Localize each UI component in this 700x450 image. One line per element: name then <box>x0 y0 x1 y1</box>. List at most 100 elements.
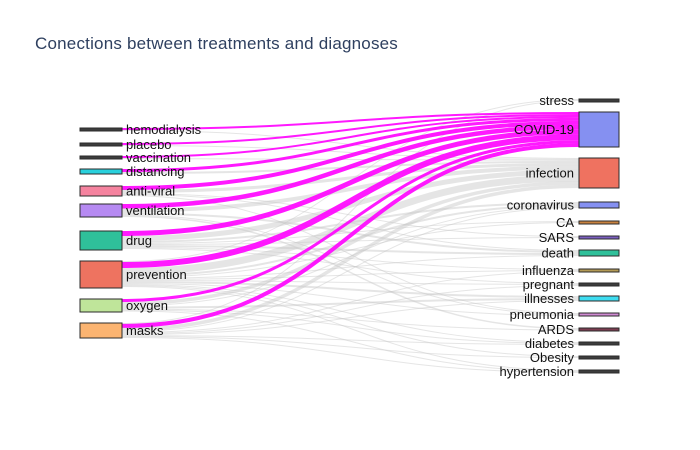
sankey-node-label-diabetes: diabetes <box>525 336 575 351</box>
link-oxygen-hypertension[interactable] <box>121 310 580 372</box>
link-masks-coronavirus[interactable] <box>121 207 580 333</box>
link-masks-illnesses[interactable] <box>121 300 580 336</box>
sankey-node-pregnant[interactable] <box>578 282 620 287</box>
link-anti-viral-infection[interactable] <box>121 162 580 193</box>
link-anti-viral-covid-19[interactable] <box>121 120 580 190</box>
link-masks-diabetes[interactable] <box>121 335 580 345</box>
sankey-node-label-placebo: placebo <box>126 137 172 152</box>
link-oxygen-illnesses[interactable] <box>121 298 580 309</box>
link-masks-obesity[interactable] <box>121 336 580 358</box>
sankey-node-label-prevention: prevention <box>126 267 187 282</box>
link-anti-viral-sars[interactable] <box>121 193 580 237</box>
link-masks-hypertension[interactable] <box>121 337 580 373</box>
sankey-node-label-oxygen: oxygen <box>126 298 168 313</box>
sankey-node-label-ca: CA <box>556 215 574 230</box>
sankey-node-illnesses[interactable] <box>578 295 620 302</box>
link-drug-infection[interactable] <box>121 169 580 241</box>
sankey-node-pneumonia[interactable] <box>578 312 620 317</box>
link-vaccination-covid-19[interactable] <box>121 115 580 158</box>
sankey-node-placebo[interactable] <box>79 142 123 147</box>
sankey-node-label-stress: stress <box>539 93 574 108</box>
link-masks-stress[interactable] <box>121 100 580 324</box>
sankey-node-infection[interactable] <box>578 157 620 189</box>
sankey-node-hemodialysis[interactable] <box>79 127 123 132</box>
link-prevention-death[interactable] <box>121 255 580 279</box>
sankey-node-death[interactable] <box>578 249 620 257</box>
link-ventilation-ards[interactable] <box>121 215 580 330</box>
sankey-node-ventilation[interactable] <box>79 203 123 218</box>
link-drug-ca[interactable] <box>121 221 580 244</box>
link-drug-pregnant[interactable] <box>121 248 580 284</box>
link-placebo-covid-19[interactable] <box>121 113 580 145</box>
sankey-node-obesity[interactable] <box>578 355 620 360</box>
link-oxygen-coronavirus[interactable] <box>121 206 580 307</box>
link-drug-covid-19[interactable] <box>121 129 580 236</box>
sankey-node-prevention[interactable] <box>79 260 123 289</box>
link-placebo-infection[interactable] <box>121 145 580 160</box>
link-ventilation-pneumonia[interactable] <box>121 214 580 315</box>
link-oxygen-infection[interactable] <box>121 181 580 306</box>
sankey-node-label-vaccination: vaccination <box>126 150 191 165</box>
sankey-node-vaccination[interactable] <box>79 155 123 160</box>
sankey-node-oxygen[interactable] <box>79 298 123 313</box>
sankey-node-label-drug: drug <box>126 233 152 248</box>
link-oxygen-covid-19[interactable] <box>121 140 580 302</box>
link-drug-death[interactable] <box>121 245 580 255</box>
link-ventilation-death[interactable] <box>121 212 580 253</box>
link-prevention-obesity[interactable] <box>121 285 580 357</box>
link-oxygen-diabetes[interactable] <box>121 309 580 344</box>
sankey-node-label-pregnant: pregnant <box>523 277 575 292</box>
link-drug-influenza[interactable] <box>121 247 580 270</box>
link-prevention-pneumonia[interactable] <box>121 283 580 316</box>
sankey-node-influenza[interactable] <box>578 268 620 273</box>
sankey-node-covid-19[interactable] <box>578 111 620 148</box>
sankey-node-label-hemodialysis: hemodialysis <box>126 122 202 137</box>
link-prevention-covid-19[interactable] <box>121 134 580 268</box>
sankey-node-label-covid-19: COVID-19 <box>514 122 574 137</box>
link-oxygen-ards[interactable] <box>121 308 580 331</box>
link-prevention-diabetes[interactable] <box>121 284 580 343</box>
sankey-node-label-influenza: influenza <box>522 263 575 278</box>
link-prevention-ca[interactable] <box>121 222 580 278</box>
sankey-node-label-illnesses: illnesses <box>524 291 574 306</box>
sankey-node-label-pneumonia: pneumonia <box>510 307 575 322</box>
link-distancing-covid-19[interactable] <box>121 117 580 172</box>
sankey-node-label-death: death <box>541 246 574 261</box>
link-hemodialysis-covid-19[interactable] <box>121 111 580 130</box>
chart-title: Conections between treatments and diagno… <box>35 34 398 53</box>
sankey-node-masks[interactable] <box>79 322 123 339</box>
sankey-node-distancing[interactable] <box>79 168 123 175</box>
sankey-node-hypertension[interactable] <box>578 369 620 374</box>
sankey-node-diabetes[interactable] <box>578 341 620 346</box>
link-prevention-coronavirus[interactable] <box>121 204 580 277</box>
node-layer: hemodialysisplacebovaccinationdistancing… <box>79 93 620 379</box>
sankey-node-label-obesity: Obesity <box>530 350 575 365</box>
sankey-node-label-hypertension: hypertension <box>500 364 574 379</box>
link-ventilation-infection[interactable] <box>121 165 580 213</box>
link-masks-pregnant[interactable] <box>121 285 580 335</box>
sankey-node-drug[interactable] <box>79 230 123 251</box>
link-prevention-illnesses[interactable] <box>121 281 580 298</box>
sankey-node-label-anti-viral: anti-viral <box>126 184 175 199</box>
link-masks-infection[interactable] <box>121 184 580 332</box>
sankey-node-label-distancing: distancing <box>126 164 185 179</box>
link-masks-covid-19[interactable] <box>121 143 580 328</box>
sankey-node-label-ards: ARDS <box>538 322 574 337</box>
sankey-node-ca[interactable] <box>578 220 620 225</box>
sankey-node-ards[interactable] <box>578 327 620 332</box>
sankey-node-coronavirus[interactable] <box>578 201 620 209</box>
link-prevention-influenza[interactable] <box>121 270 580 280</box>
link-layer <box>121 99 580 373</box>
link-ventilation-covid-19[interactable] <box>121 124 580 209</box>
link-prevention-pregnant[interactable] <box>121 280 580 285</box>
sankey-node-sars[interactable] <box>578 235 620 240</box>
link-drug-sars[interactable] <box>121 237 580 245</box>
sankey-node-label-ventilation: ventilation <box>126 203 185 218</box>
link-vaccination-infection[interactable] <box>121 158 580 161</box>
sankey-node-stress[interactable] <box>578 98 620 103</box>
sankey-node-anti-viral[interactable] <box>79 185 123 197</box>
link-masks-influenza[interactable] <box>121 271 580 334</box>
link-prevention-infection[interactable] <box>121 174 580 275</box>
